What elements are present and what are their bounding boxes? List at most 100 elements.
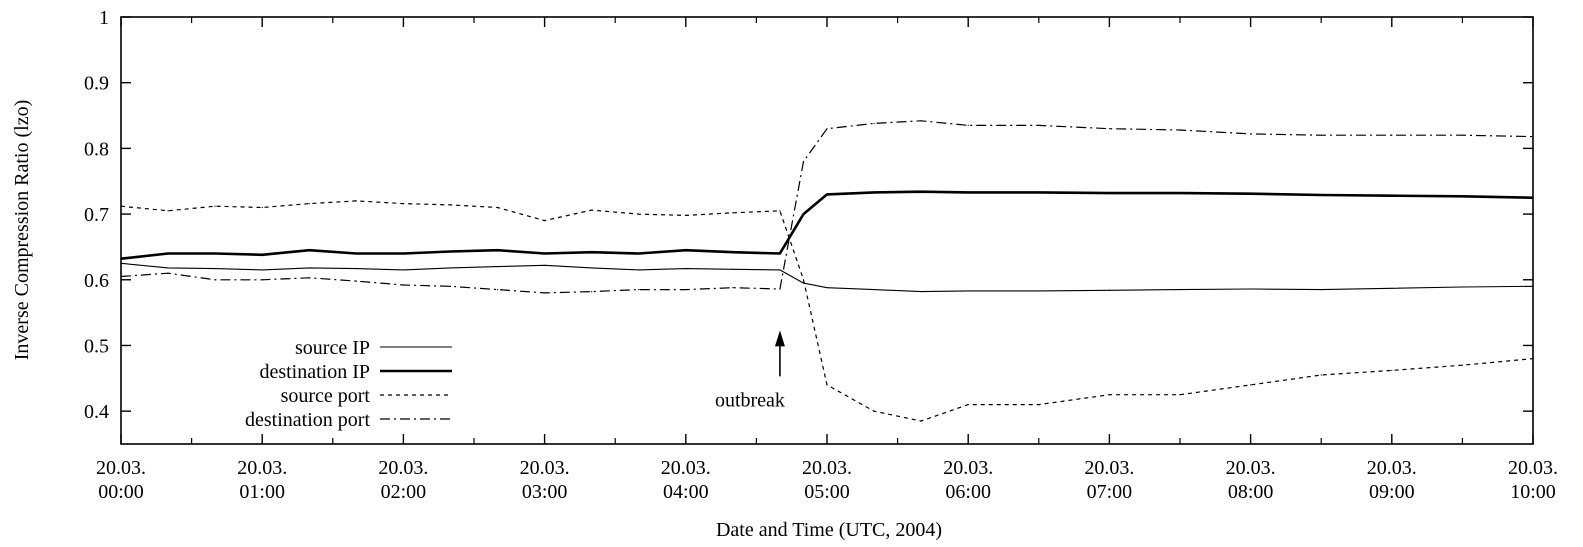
annotation-layer: outbreak	[715, 330, 785, 411]
series-line	[120, 200, 1534, 422]
data-point	[826, 384, 828, 386]
data-point	[1391, 369, 1393, 372]
data-point	[591, 251, 593, 253]
data-point	[591, 267, 593, 269]
legend-label: source port	[281, 385, 371, 407]
series-source-IP	[120, 262, 1534, 293]
data-point	[120, 275, 122, 278]
y-tick-label: 1	[99, 7, 109, 29]
data-point	[1250, 384, 1252, 386]
data-point	[779, 269, 781, 271]
data-point	[1391, 134, 1393, 136]
data-point	[685, 249, 687, 251]
arrow-up-icon	[774, 330, 785, 347]
x-tick-label-time: 04:00	[663, 481, 709, 503]
data-point	[544, 292, 546, 294]
data-point	[1179, 289, 1181, 291]
x-tick-label-date: 20.03.	[802, 457, 852, 479]
data-point	[967, 124, 969, 126]
data-point	[826, 193, 828, 195]
data-point	[685, 289, 687, 291]
data-point	[1320, 194, 1322, 196]
x-tick-label-time: 06:00	[945, 481, 991, 503]
x-tick-label-time: 01:00	[239, 481, 285, 503]
data-point	[873, 410, 875, 412]
x-tick-label-date: 20.03.	[943, 457, 993, 479]
data-point	[1320, 289, 1322, 291]
data-point	[732, 212, 734, 214]
data-point	[544, 264, 546, 266]
data-point	[873, 191, 875, 193]
data-point	[638, 269, 640, 271]
data-point	[732, 268, 734, 270]
data-point	[402, 284, 404, 286]
data-point	[1532, 135, 1534, 138]
y-tick-label: 0.4	[84, 401, 109, 423]
x-tick-label-time: 05:00	[804, 481, 850, 503]
series-line	[120, 190, 1534, 260]
x-axis-title: Date and Time (UTC, 2004)	[716, 519, 942, 541]
data-point	[967, 290, 969, 292]
data-point	[779, 288, 781, 290]
data-point	[920, 420, 922, 422]
data-point	[1532, 358, 1534, 360]
data-point	[308, 267, 310, 269]
data-point	[638, 289, 640, 291]
series-source-port	[120, 200, 1534, 422]
x-tick-label-time: 08:00	[1228, 481, 1274, 503]
data-point	[261, 269, 263, 271]
x-tick-label-time: 10:00	[1510, 481, 1556, 503]
data-point	[920, 290, 922, 293]
data-point	[402, 202, 404, 205]
data-point	[732, 287, 734, 289]
data-point	[779, 210, 781, 212]
data-point	[638, 213, 640, 215]
data-point	[120, 205, 122, 207]
data-point	[1461, 195, 1463, 197]
data-point	[1461, 134, 1463, 136]
outbreak-annotation: outbreak	[715, 389, 785, 411]
x-tick-label-date: 20.03.	[96, 457, 146, 479]
data-point	[920, 191, 922, 193]
data-point	[1391, 195, 1393, 197]
data-point	[449, 285, 452, 287]
data-point	[214, 205, 216, 207]
data-point	[402, 269, 404, 271]
data-point	[967, 191, 969, 193]
data-point	[496, 266, 499, 268]
x-tick-label-date: 20.03.	[661, 457, 711, 479]
data-point	[638, 252, 640, 255]
x-tick-label-date: 20.03.	[1367, 457, 1417, 479]
data-point	[1320, 374, 1322, 376]
data-point	[1250, 133, 1252, 135]
series-destination-port	[120, 120, 1534, 294]
data-point	[308, 202, 310, 205]
x-tick-label-date: 20.03.	[1226, 457, 1276, 479]
data-point	[449, 267, 452, 269]
data-point	[1250, 288, 1252, 290]
data-point	[873, 289, 875, 291]
data-point	[1250, 193, 1252, 195]
data-point	[355, 268, 357, 270]
data-point	[1108, 289, 1110, 291]
data-point	[1461, 286, 1463, 288]
data-point	[732, 251, 734, 253]
data-point	[496, 206, 499, 209]
y-axis: 0.4 0.5 0.6 0.7 0.8 0.9 1	[84, 7, 1533, 423]
data-point	[826, 128, 828, 130]
data-point	[167, 252, 169, 255]
data-point	[873, 122, 875, 125]
data-point	[1038, 124, 1040, 126]
data-point	[496, 249, 499, 251]
series-line	[120, 120, 1534, 294]
data-point	[120, 262, 122, 264]
data-point	[1391, 287, 1393, 289]
data-point	[402, 252, 404, 255]
data-point	[449, 204, 452, 206]
data-point	[1038, 290, 1040, 292]
data-point	[261, 206, 263, 209]
data-point	[167, 210, 169, 212]
x-tick-label-time: 02:00	[381, 481, 427, 503]
data-point	[355, 252, 357, 255]
